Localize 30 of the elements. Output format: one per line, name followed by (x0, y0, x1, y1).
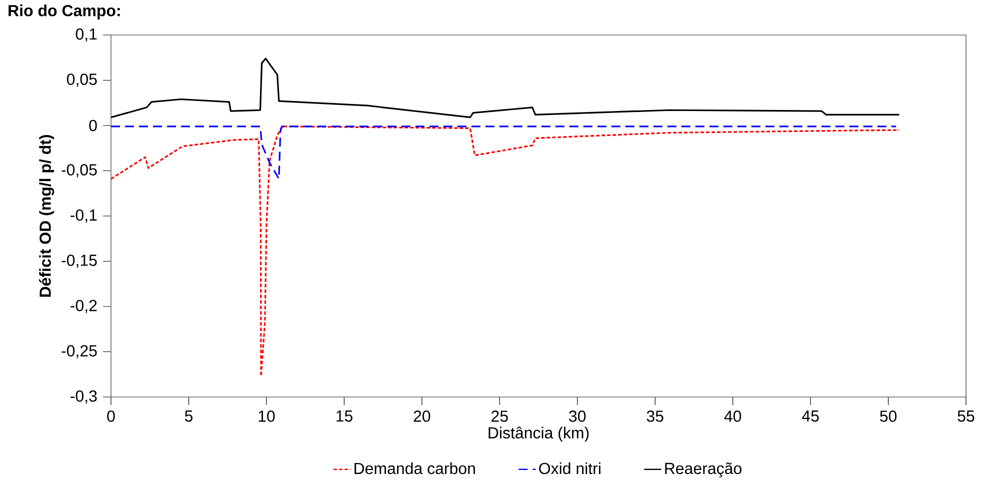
x-tick-label: 10 (258, 410, 275, 422)
y-tick-label: -0,1 (70, 209, 97, 223)
line-series (111, 126, 897, 180)
y-tick-label: 0,05 (66, 74, 97, 87)
y-tick-label: -0,15 (62, 254, 97, 268)
x-tick-label: 0 (107, 410, 115, 422)
legend-label: Reaeração (665, 462, 742, 478)
y-tick-label: -0,25 (62, 345, 97, 358)
y-tick-label: 0,1 (76, 28, 97, 42)
y-axis-title: Déficit OD (mg/l p/ dt) (39, 135, 54, 297)
x-axis-title: Distância (km) (488, 426, 589, 442)
x-tick-label: 45 (802, 410, 819, 422)
line-series (111, 126, 900, 377)
x-tick-label: 5 (184, 410, 192, 422)
line-series (111, 58, 900, 118)
legend-label: Oxid nitri (539, 462, 600, 474)
y-tick-label: -0,05 (62, 164, 97, 178)
x-tick-label: 25 (492, 410, 508, 422)
x-tick-label: 15 (336, 410, 352, 422)
x-tick-label: 35 (646, 410, 664, 422)
x-tick-label: 40 (724, 410, 742, 422)
legend-label: Demanda carbon (354, 462, 475, 474)
x-tick-label: 20 (414, 410, 430, 422)
chart-title: Rio do Campo: (8, 4, 120, 20)
y-tick-label: 0 (89, 120, 97, 132)
x-tick-label: 30 (569, 410, 586, 422)
y-tick-label: -0,3 (70, 390, 97, 404)
y-tick-label: -0,2 (70, 300, 97, 314)
x-tick-label: 55 (958, 410, 974, 422)
x-tick-label: 50 (880, 410, 897, 422)
